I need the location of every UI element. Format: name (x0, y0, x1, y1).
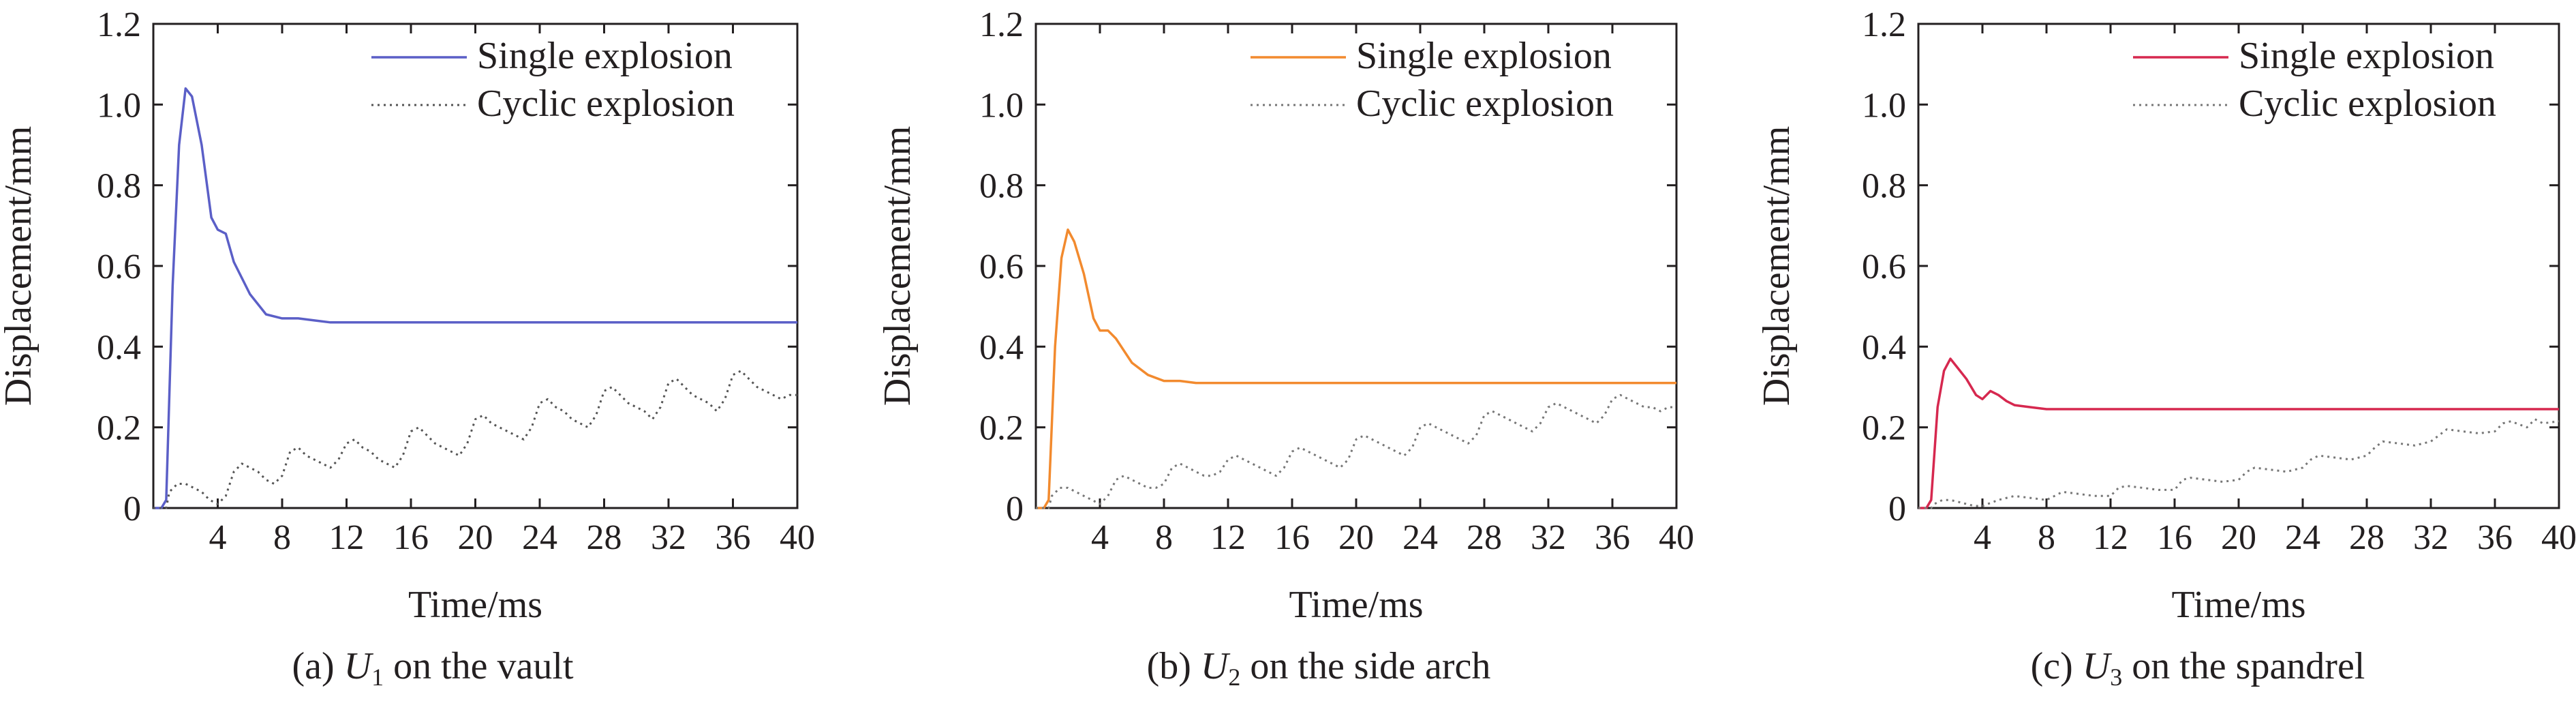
series-line-c-cyclic (1918, 418, 2560, 509)
x-tick-label-b: 28 (1467, 518, 1502, 557)
x-tick-label-a: 16 (393, 518, 429, 557)
caption-b-text: on the side arch (1240, 645, 1491, 687)
x-tick-label-a: 28 (587, 518, 622, 557)
x-tick-label-c: 28 (2349, 518, 2385, 557)
x-tick-label-a: 24 (522, 518, 557, 557)
y-tick-label-b: 0.6 (979, 248, 1024, 286)
y-axis-label-a: Displacement/mm (0, 126, 40, 406)
y-tick-label-a: 0.2 (97, 409, 141, 448)
legend-label-b-single: Single explosion (1356, 35, 1612, 77)
y-tick-label-b: 1.0 (979, 86, 1024, 125)
x-tick-label-c: 16 (2157, 518, 2192, 557)
y-tick-label-b: 0.8 (979, 167, 1024, 206)
legend-label-c-single: Single explosion (2239, 35, 2494, 77)
y-axis-label-b: Displacement/mm (876, 126, 919, 406)
x-tick-label-a: 20 (458, 518, 493, 557)
y-tick-label-a: 1.2 (97, 5, 141, 44)
y-axis-label-c: Displacement/mm (1755, 126, 1798, 406)
legend-label-c-cyclic: Cyclic explosion (2239, 83, 2496, 125)
caption-a-subscript: 1 (371, 663, 384, 691)
caption-c-text: on the spandrel (2122, 645, 2365, 687)
caption-c-subscript: 3 (2110, 663, 2123, 691)
y-tick-label-b: 1.2 (979, 5, 1024, 44)
y-tick-label-b: 0 (1006, 490, 1024, 528)
x-tick-label-b: 16 (1274, 518, 1310, 557)
x-tick-label-c: 36 (2477, 518, 2513, 557)
chart-a: 0 0.2 0.4 0.6 0.8 1.0 1.2 4 8 12 16 20 24 28 32 36 40 Tim… (0, 5, 815, 626)
y-tick-label-a: 0 (123, 490, 141, 528)
caption-a-variable: U (343, 645, 372, 687)
y-tick-label-b: 0.2 (979, 409, 1024, 448)
y-tick-label-a: 0.8 (97, 167, 141, 206)
y-tick-label-c: 0.6 (1862, 248, 1906, 286)
series-line-a-single (153, 87, 797, 509)
x-axis-label-c: Time/ms (2171, 584, 2305, 626)
x-tick-label-c: 8 (2038, 518, 2055, 557)
caption-c-prefix: (c) (2030, 645, 2083, 687)
x-tick-label-b: 24 (1402, 518, 1438, 557)
x-tick-label-a: 32 (651, 518, 686, 557)
y-tick-label-c: 0 (1888, 490, 1906, 528)
series-line-c-single (1918, 357, 2559, 509)
y-tick-label-c: 0.2 (1862, 409, 1906, 448)
x-tick-label-c: 32 (2413, 518, 2449, 557)
x-tick-label-b: 12 (1210, 518, 1246, 557)
x-tick-label-c: 12 (2093, 518, 2128, 557)
chart-b: 0 0.2 0.4 0.6 0.8 1.0 1.2 4 8 12 16 20 24 28 32 36 40 Tim… (876, 5, 1694, 626)
x-tick-label-a: 12 (329, 518, 365, 557)
y-tick-label-c: 1.0 (1862, 86, 1906, 125)
legend-label-a-single: Single explosion (477, 35, 733, 77)
x-tick-label-a: 40 (780, 518, 815, 557)
x-tick-label-a: 36 (716, 518, 751, 557)
y-tick-label-a: 0.4 (97, 328, 141, 367)
caption-a-prefix: (a) (292, 645, 344, 687)
x-tick-label-c: 40 (2541, 518, 2576, 557)
x-tick-label-b: 40 (1659, 518, 1694, 557)
caption-b-variable: U (1200, 645, 1229, 687)
series-line-b-cyclic (1036, 393, 1676, 509)
caption-b: (b) U2 on the side arch (1147, 644, 1491, 691)
caption-a: (a) U1 on the vault (292, 644, 574, 691)
x-tick-label-a: 8 (273, 518, 291, 557)
caption-c: (c) U3 on the spandrel (2031, 644, 2365, 691)
y-tick-label-c: 0.4 (1862, 328, 1906, 367)
x-axis-label-a: Time/ms (408, 584, 542, 626)
legend-label-b-cyclic: Cyclic explosion (1356, 83, 1614, 125)
x-axis-label-b: Time/ms (1289, 584, 1423, 626)
x-tick-label-b: 36 (1595, 518, 1630, 557)
y-tick-label-a: 1.0 (97, 86, 141, 125)
y-tick-label-a: 0.6 (97, 248, 141, 286)
x-tick-label-c: 20 (2221, 518, 2256, 557)
caption-c-variable: U (2082, 645, 2111, 687)
x-tick-label-b: 32 (1531, 518, 1566, 557)
caption-a-text: on the vault (384, 645, 574, 687)
x-tick-label-b: 20 (1338, 518, 1374, 557)
x-tick-label-a: 4 (209, 518, 227, 557)
x-tick-label-c: 4 (1974, 518, 1991, 557)
y-tick-label-b: 0.4 (979, 328, 1024, 367)
caption-b-prefix: (b) (1146, 645, 1201, 687)
chart-c: 0 0.2 0.4 0.6 0.8 1.0 1.2 4 8 12 16 20 24 28 32 36 40 Tim… (1755, 5, 2576, 626)
y-tick-label-c: 0.8 (1862, 167, 1906, 206)
x-tick-label-b: 8 (1155, 518, 1173, 557)
series-line-a-cyclic (153, 370, 797, 509)
x-tick-label-b: 4 (1091, 518, 1109, 557)
x-tick-label-c: 24 (2285, 518, 2320, 557)
y-tick-label-c: 1.2 (1862, 5, 1906, 44)
legend-label-a-cyclic: Cyclic explosion (477, 83, 735, 125)
caption-b-subscript: 2 (1228, 663, 1241, 691)
series-line-b-single (1036, 228, 1676, 509)
